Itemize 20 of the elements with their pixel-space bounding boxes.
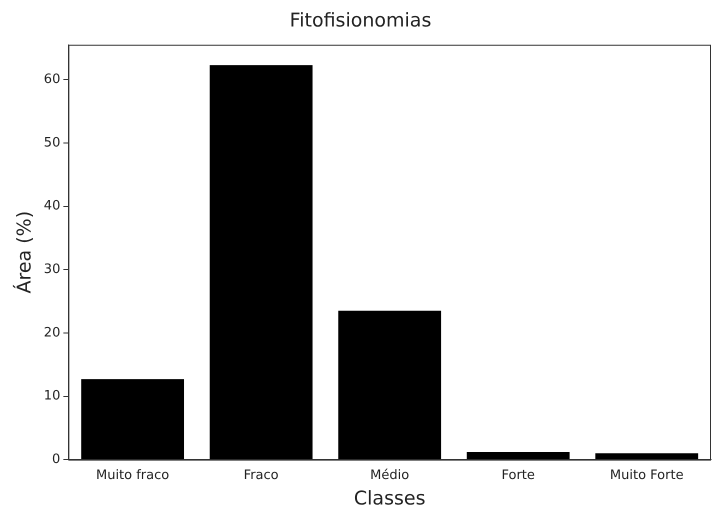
bar — [338, 310, 442, 460]
y-tick-label: 60 — [44, 72, 60, 88]
bar — [210, 65, 313, 460]
x-tick-label: Muito Forte — [610, 468, 684, 483]
y-axis-title: Área (%) — [12, 210, 36, 294]
x-tick-label: Forte — [501, 468, 535, 483]
y-tick-label: 30 — [44, 262, 60, 277]
y-tick-label: 20 — [44, 325, 60, 340]
x-tick-label: Muito fraco — [96, 468, 170, 483]
y-tick-label: 0 — [52, 452, 60, 467]
chart-title: Fitofisionomias — [290, 9, 432, 32]
bar — [466, 452, 570, 460]
bar — [81, 379, 184, 460]
x-tick-label: Fraco — [244, 468, 279, 483]
bar — [595, 453, 698, 460]
x-axis-title: Classes — [354, 488, 426, 510]
y-tick-label: 50 — [44, 135, 60, 150]
y-tick-label: 10 — [44, 388, 60, 404]
y-tick-label: 40 — [44, 198, 60, 214]
x-tick-label: Médio — [370, 468, 410, 483]
